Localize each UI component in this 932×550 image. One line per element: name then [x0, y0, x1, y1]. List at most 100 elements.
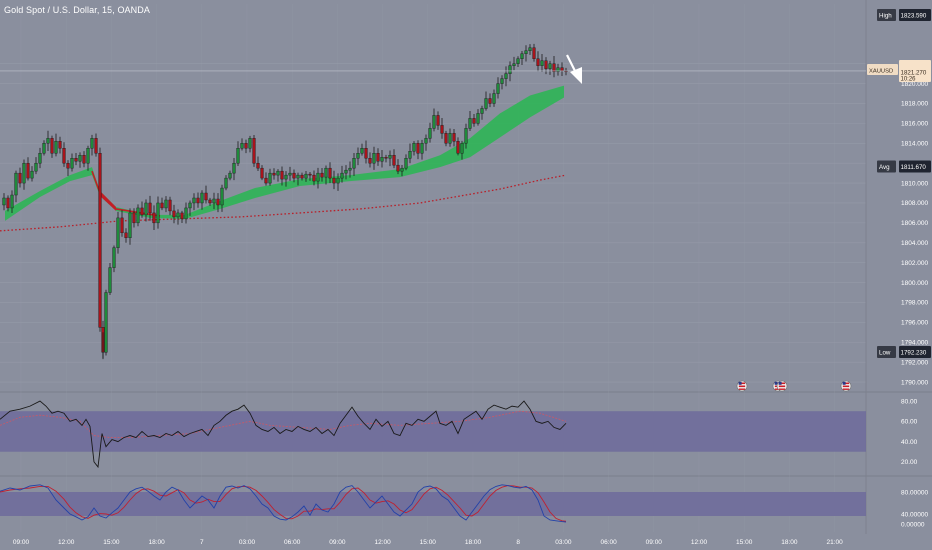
candle-body [58, 141, 62, 149]
us-flag-icon[interactable] [736, 380, 748, 392]
candle-body [320, 172, 324, 178]
candle-body [460, 143, 464, 154]
candle-body [344, 169, 348, 174]
candle-body [488, 98, 492, 104]
last-price-box [899, 59, 931, 82]
candle-body [144, 202, 148, 216]
candle-body [140, 207, 144, 216]
flag-canton [778, 381, 782, 385]
candle-body [456, 141, 460, 154]
us-flag-icon[interactable] [840, 380, 852, 392]
price-axis-tick: 1808.000 [901, 200, 928, 207]
symbol-label-box [867, 63, 898, 75]
time-axis-tick: 18:00 [465, 539, 482, 546]
candle-body [552, 63, 556, 72]
time-axis-tick: 15:00 [736, 539, 753, 546]
candle-body [352, 158, 356, 169]
candle-body [244, 143, 248, 149]
high-price-marker-value-box [899, 9, 931, 21]
price-axis-tick: 1816.000 [901, 121, 928, 128]
candle-body [10, 194, 14, 209]
time-axis-tick: 15:00 [420, 539, 437, 546]
candle-body [212, 198, 216, 204]
candle-body [268, 172, 272, 184]
candle-body [62, 148, 66, 164]
price-axis-tick: 1792.000 [901, 359, 928, 366]
time-axis-tick: 12:00 [374, 539, 391, 546]
flag-stripe [778, 388, 786, 390]
candle-body [504, 73, 508, 79]
time-axis-tick: 21:00 [826, 539, 843, 546]
candle-body [50, 138, 54, 154]
candle-body [164, 199, 168, 209]
candle-body [168, 199, 172, 212]
high-price-marker-label-box [877, 9, 896, 21]
arrow-shaft [566, 54, 577, 74]
price-axis-tick: 1810.000 [901, 180, 928, 187]
flag-stripe [778, 382, 786, 385]
candle-body [6, 197, 10, 209]
candle-body [544, 60, 548, 69]
candle-body [300, 174, 304, 179]
candle-body [116, 217, 120, 248]
flag-stripe [778, 385, 786, 388]
candle-body [256, 162, 260, 169]
time-axis-tick: 09:00 [13, 539, 30, 546]
candle-body [192, 197, 196, 204]
price-axis-tick: 1794.000 [901, 339, 928, 346]
price-axis-tick: 1802.000 [901, 260, 928, 267]
time-axis-tick: 12:00 [691, 539, 708, 546]
arrow-head [570, 67, 582, 84]
rsi-axis-tick: 20.00 [901, 459, 918, 466]
candle-body [160, 202, 164, 209]
candle-body [420, 143, 424, 154]
slow-moving-average-line [0, 174, 567, 232]
candle-body [124, 232, 128, 238]
us-flag-icon[interactable] [776, 380, 788, 392]
symbol-label: XAUUSD [869, 68, 893, 74]
stochastic-d-line [0, 485, 567, 522]
flag-canton [738, 381, 742, 385]
candle-body [296, 174, 300, 179]
candle-body [316, 172, 320, 182]
candle-body [26, 162, 30, 179]
candle-body [392, 155, 396, 166]
low-price-marker-label-box [877, 346, 896, 358]
time-axis-tick: 12:00 [58, 539, 75, 546]
price-axis-tick: 1818.000 [901, 101, 928, 108]
candle-body [220, 187, 224, 206]
candle-body [492, 93, 496, 104]
candle-body [436, 115, 440, 126]
candle-body [556, 67, 560, 72]
candle-body [508, 65, 512, 74]
candle-body [312, 174, 316, 182]
candle-body [416, 143, 420, 154]
candle-body [108, 267, 112, 293]
price-axis-tick: 1796.000 [901, 320, 928, 327]
candle-body [324, 167, 328, 178]
stochastic-axis-tick: 80.00000 [901, 489, 928, 496]
chart-title: Gold Spot / U.S. Dollar, 15, OANDA [4, 5, 150, 15]
average-price-marker-label: Avg [879, 164, 890, 171]
low-price-marker-value-box [899, 346, 931, 358]
candle-body [70, 158, 74, 169]
candle-body [228, 172, 232, 179]
candle-body [30, 170, 34, 179]
candle-body [34, 162, 38, 172]
candle-body [512, 63, 516, 66]
candle-body [152, 212, 156, 224]
candle-body [480, 108, 484, 114]
time-axis-tick: 06:00 [600, 539, 617, 546]
candle-body [528, 47, 532, 51]
low-price-marker-label: Low [879, 349, 891, 356]
candle-body [112, 247, 116, 268]
price-axis-tick: 1790.000 [901, 379, 928, 386]
candle-body [388, 155, 392, 159]
candle-body [484, 98, 488, 109]
candle-body [472, 118, 476, 124]
candle-body [384, 157, 388, 159]
low-price-marker: Low 1792.230 [877, 346, 931, 358]
price-axis-tick: 1814.000 [901, 140, 928, 147]
